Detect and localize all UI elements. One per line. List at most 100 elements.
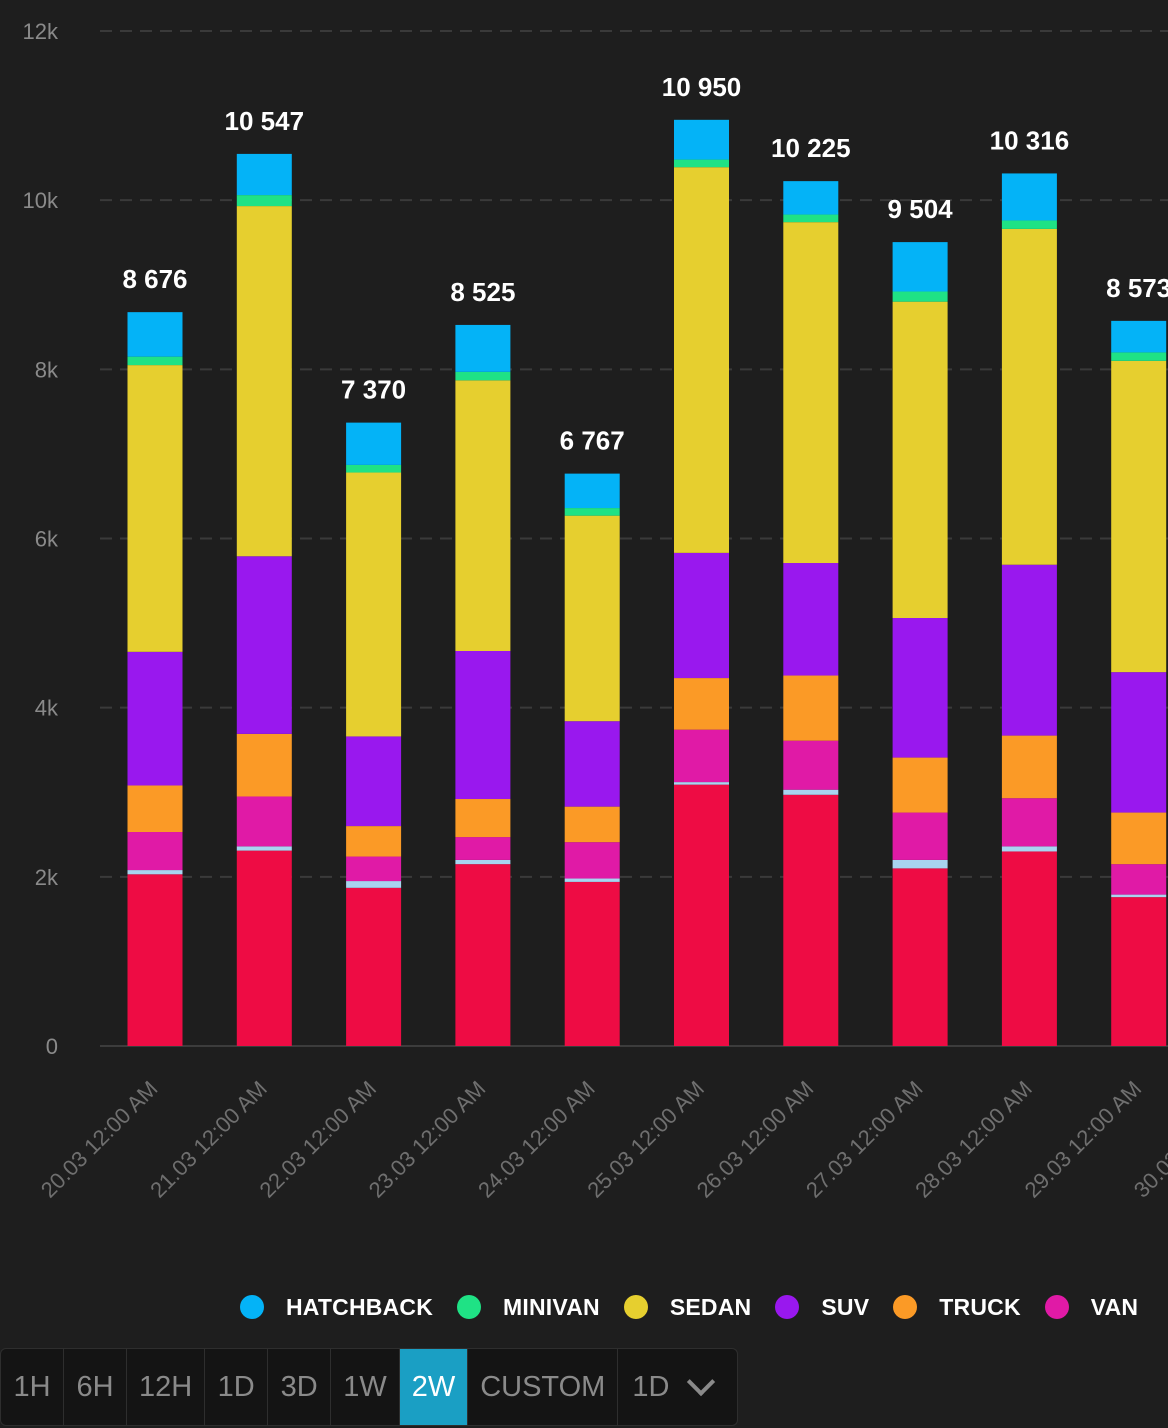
- bar-segment-sedan: [1111, 360, 1167, 673]
- bar-total-label: 10 950: [662, 72, 742, 102]
- bar-segment-sedan: [127, 365, 183, 652]
- bar-segment-other: [783, 789, 839, 795]
- bar-segment-other: [892, 859, 948, 869]
- legend-label: HATCHBACK: [286, 1293, 434, 1320]
- bar-segment-other: [674, 782, 729, 785]
- bar-segment-other: [1111, 894, 1167, 898]
- x-tick-label: 25.03 12:00 AM: [582, 1076, 709, 1203]
- legend-label: VAN: [1090, 1293, 1139, 1320]
- legend-label: SUV: [821, 1293, 870, 1320]
- bar-segment-minivan: [346, 464, 402, 473]
- bar-segment-other: [236, 846, 292, 851]
- bar-segment-hatchback: [564, 473, 620, 509]
- bar-segment-sedan: [674, 167, 729, 553]
- legend-dot-icon: [457, 1295, 482, 1319]
- bar-segment-sedan: [346, 472, 402, 737]
- bar-segment-truck: [783, 675, 839, 741]
- legend-item-hatchback[interactable]: HATCHBACK: [240, 1294, 433, 1321]
- bar-segment-car: [127, 874, 183, 1046]
- y-tick-label: 6k: [35, 527, 59, 552]
- bar-segment-other: [346, 881, 402, 888]
- bar-segment-truck: [346, 826, 402, 857]
- bar-segment-hatchback: [455, 324, 511, 372]
- bar-segment-car: [892, 868, 948, 1046]
- bar-segment-van: [346, 856, 402, 882]
- bar-segment-car: [1111, 897, 1167, 1046]
- range-1h-button[interactable]: 1H: [1, 1349, 64, 1425]
- bar-segment-sedan: [236, 206, 292, 557]
- legend-dot-icon: [240, 1295, 264, 1319]
- bar-segment-suv: [674, 552, 729, 679]
- x-tick-label: 20.03 12:00 AM: [36, 1076, 163, 1203]
- x-tick-label: 28.03 12:00 AM: [910, 1076, 1037, 1203]
- legend-label: MINIVAN: [503, 1293, 600, 1320]
- bar-segment-minivan: [1111, 352, 1167, 361]
- range-2w-button[interactable]: 2W: [399, 1349, 469, 1425]
- bar-segment-other: [127, 870, 183, 875]
- bar-segment-van: [1111, 864, 1167, 895]
- bar-segment-car: [1001, 851, 1057, 1046]
- bar-total-label: 6 767: [560, 426, 625, 456]
- bar-segment-car: [564, 881, 620, 1046]
- y-tick-label: 2k: [35, 865, 59, 890]
- bar-segment-sedan: [455, 380, 511, 651]
- legend-item-truck[interactable]: TRUCK: [893, 1294, 1021, 1321]
- bar-segment-van: [455, 837, 511, 860]
- legend-item-suv[interactable]: SUV: [775, 1294, 869, 1321]
- bar-segment-hatchback: [783, 181, 839, 215]
- bar-segment-suv: [346, 736, 402, 827]
- bar-segment-sedan: [892, 301, 948, 619]
- y-tick-label: 0: [46, 1034, 58, 1059]
- bar-segment-van: [564, 842, 620, 879]
- range-1w-button[interactable]: 1W: [331, 1349, 400, 1425]
- bar-segment-truck: [892, 757, 948, 813]
- bar-segment-van: [236, 796, 292, 847]
- legend-label: SEDAN: [669, 1293, 752, 1320]
- x-tick-label: 29.03 12:00 AM: [1020, 1076, 1147, 1203]
- bar-total-label: 8 525: [450, 277, 515, 307]
- bar-segment-truck: [564, 806, 620, 843]
- bar-segment-van: [783, 740, 839, 790]
- x-tick-label: 24.03 12:00 AM: [473, 1076, 600, 1203]
- x-tick-label: 27.03 12:00 AM: [801, 1076, 928, 1203]
- bar-segment-suv: [892, 618, 948, 758]
- bar-segment-suv: [455, 650, 511, 800]
- bar-segment-hatchback: [346, 422, 402, 465]
- y-tick-label: 4k: [35, 696, 59, 721]
- legend-item-minivan[interactable]: MINIVAN: [457, 1294, 600, 1321]
- legend-label: TRUCK: [939, 1293, 1021, 1320]
- range-custom-button[interactable]: CUSTOM: [468, 1349, 619, 1425]
- bar-segment-other: [1001, 846, 1057, 852]
- interval-select[interactable]: 1D: [618, 1349, 737, 1425]
- bar-total-label: 9 504: [888, 194, 954, 224]
- bar-segment-minivan: [1001, 220, 1057, 229]
- bar-segment-car: [674, 784, 729, 1046]
- bar-segment-car: [455, 864, 511, 1046]
- bar-segment-sedan: [783, 222, 839, 564]
- y-tick-label: 10k: [23, 188, 59, 213]
- bar-segment-truck: [1111, 812, 1167, 865]
- bar-segment-minivan: [455, 371, 511, 381]
- bar-segment-truck: [455, 799, 511, 838]
- bar-segment-van: [674, 729, 729, 783]
- legend-item-van[interactable]: VAN: [1044, 1293, 1139, 1321]
- bar-segment-sedan: [1001, 228, 1057, 565]
- bar-total-label: 10 316: [990, 125, 1070, 155]
- x-tick-label: 23.03 12:00 AM: [364, 1076, 491, 1203]
- range-12h-button[interactable]: 12H: [127, 1349, 206, 1425]
- interval-value: 1D: [632, 1370, 670, 1403]
- bar-segment-truck: [236, 733, 292, 797]
- bar-total-label: 8 573: [1106, 273, 1168, 303]
- range-3d-button[interactable]: 3D: [268, 1349, 332, 1425]
- bar-total-label: 10 225: [771, 133, 851, 163]
- bar-segment-hatchback: [674, 119, 729, 160]
- legend-dot-icon: [893, 1295, 918, 1319]
- range-1d-button[interactable]: 1D: [205, 1349, 269, 1425]
- y-tick-label: 12k: [23, 19, 59, 44]
- stacked-bar-chart: 0 2k 4k 6k 8k 10k 12k 8 676 20.03 12:00 AM 10 547…: [23, 19, 1168, 1203]
- bar-segment-truck: [1001, 735, 1057, 799]
- x-tick-label: 26.03 12:00 AM: [692, 1076, 819, 1203]
- legend-item-sedan[interactable]: SEDAN: [623, 1293, 752, 1321]
- bar-segment-van: [127, 832, 183, 871]
- range-6h-button[interactable]: 6H: [64, 1349, 127, 1425]
